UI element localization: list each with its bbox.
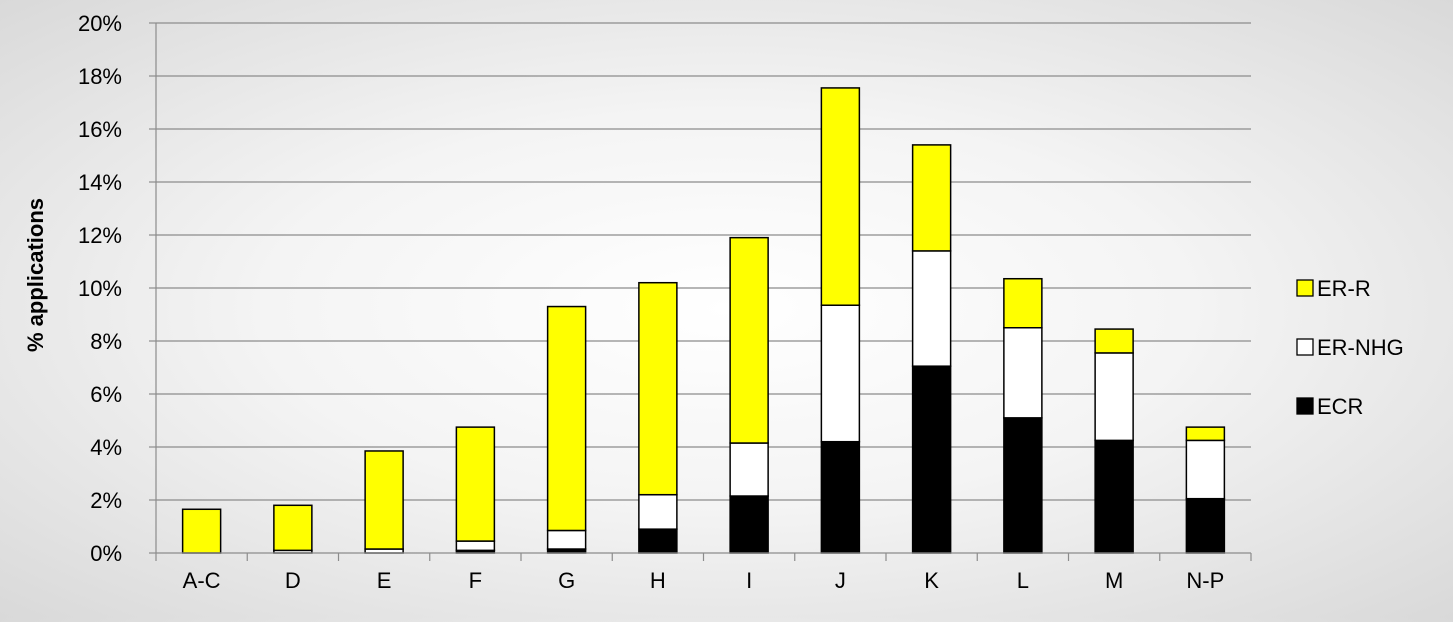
bar-segment-ecr [729,495,769,554]
x-tick-label: D [285,568,301,593]
legend-label-ecr: ECR [1317,394,1363,419]
x-tick-label: N-P [1186,568,1224,593]
bar-segment-er-r [1003,277,1043,329]
y-tick-label: 8% [90,329,122,354]
x-tick-label: I [746,568,752,593]
bar-segment-er-r [364,450,404,550]
bar-segment-er-nhg [820,304,861,443]
bar-segment-er-r [546,305,587,532]
bar-segment-ecr [1185,497,1226,554]
x-tick-label: M [1105,568,1123,593]
legend-label-er-r: ER-R [1317,276,1371,301]
y-tick-label: 4% [90,435,122,460]
bar-segment-er-nhg [911,250,952,367]
bar-segment-er-r [729,236,769,444]
x-tick-label: G [558,568,575,593]
y-tick-label: 18% [78,64,122,89]
x-tick-label: L [1017,568,1029,593]
y-axis-label: % applications [23,198,48,352]
x-tick-label: A-C [183,568,221,593]
bar-segment-ecr [1094,439,1134,554]
axes [149,22,1252,561]
bar-segment-er-nhg [1185,439,1226,500]
bar-segment-er-r [1094,328,1134,354]
bar-segment-er-nhg [1094,352,1134,442]
bar-segment-er-r [911,144,952,252]
y-tick-label: 10% [78,276,122,301]
bar-segment-er-r [1185,426,1226,442]
legend-swatch-ecr [1296,397,1314,415]
legend-swatch-er-nhg [1296,338,1314,356]
bar-segment-er-nhg [638,493,678,530]
y-tick-label: 12% [78,223,122,248]
y-tick-label: 0% [90,541,122,566]
legend: ER-R ER-NHG ECR [1296,276,1404,419]
bar-segment-er-nhg [455,540,496,552]
legend-label-er-nhg: ER-NHG [1317,335,1404,360]
bar-segment-er-nhg [546,529,587,550]
x-tick-label: H [650,568,666,593]
bar-segment-er-r [638,281,678,496]
y-tick-label: 14% [78,170,122,195]
bar-segment-er-r [820,87,861,306]
x-tick-label: J [835,568,846,593]
gridlines [156,22,1251,501]
y-tick-label: 2% [90,488,122,513]
bar-segment-er-r [455,426,496,542]
bar-segment-er-nhg [729,442,769,497]
x-tick-label: E [377,568,392,593]
bar-segment-ecr [911,365,952,554]
bar-segment-ecr [1003,417,1043,554]
bars [181,87,1226,554]
x-tick-label: F [469,568,482,593]
y-tick-label: 20% [78,11,122,36]
legend-swatch-er-r [1296,279,1314,297]
bar-segment-ecr [820,440,861,554]
bar-segment-er-nhg [1003,327,1043,419]
bar-segment-er-r [181,508,222,554]
bar-segment-er-r [273,504,313,552]
tick-labels: 0% 2% 4% 6% 8% 10% 12% 14% 16% 18% 20% A-C D E F G H I J K L… [78,11,1224,593]
bar-segment-ecr [638,528,678,554]
y-tick-label: 6% [90,382,122,407]
y-tick-label: 16% [78,117,122,142]
x-tick-label: K [924,568,939,593]
